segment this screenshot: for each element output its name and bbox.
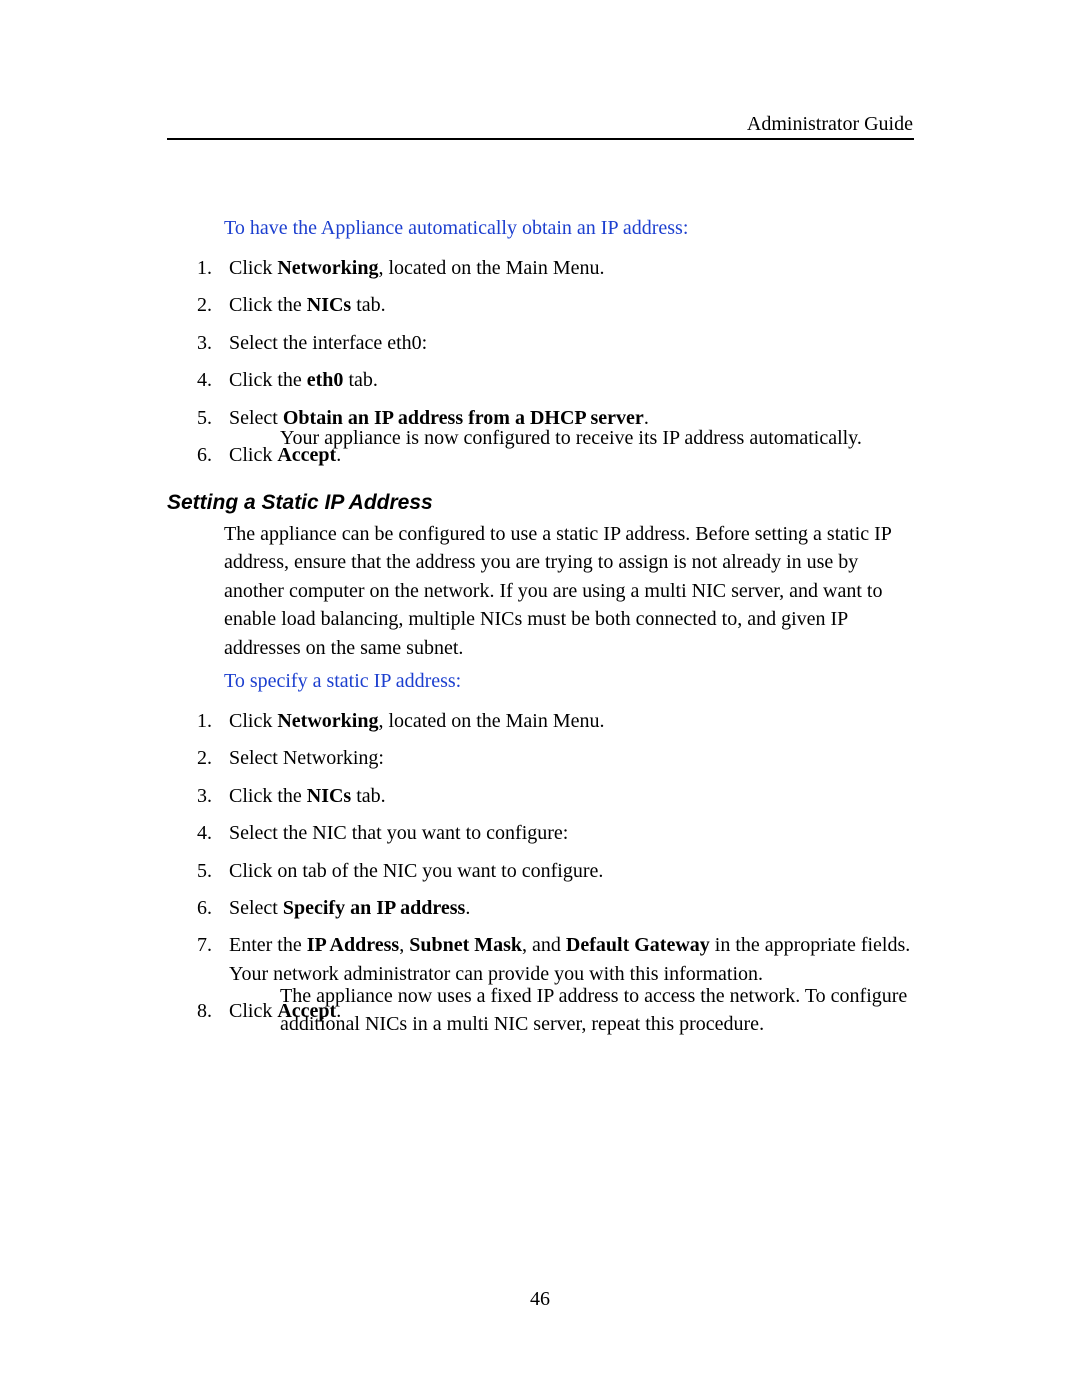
list-item: 1. Click Networking, located on the Main … bbox=[167, 254, 914, 282]
list-item: 4. Click the eth0 tab. bbox=[167, 366, 914, 394]
list-item: 2. Select Networking: bbox=[167, 744, 914, 772]
page-number: 46 bbox=[0, 1288, 1080, 1311]
list-item: 1. Click Networking, located on the Main … bbox=[167, 707, 914, 735]
list-text: Select Specify an IP address. bbox=[229, 897, 470, 919]
list-number: 3. bbox=[197, 782, 212, 810]
section-intro-static: The appliance can be configured to use a… bbox=[224, 520, 914, 662]
procedure-result-static: The appliance now uses a fixed IP addres… bbox=[280, 982, 914, 1039]
list-item: 2. Click the NICs tab. bbox=[167, 291, 914, 319]
list-text: Click Networking, located on the Main Me… bbox=[229, 257, 605, 279]
list-text: Click the NICs tab. bbox=[229, 785, 386, 807]
list-number: 5. bbox=[197, 857, 212, 885]
list-number: 1. bbox=[197, 707, 212, 735]
list-number: 4. bbox=[197, 819, 212, 847]
list-item: 4. Select the NIC that you want to config… bbox=[167, 819, 914, 847]
list-item: 7. Enter the IP Address, Subnet Mask, and… bbox=[167, 931, 914, 988]
list-text: Select Networking: bbox=[229, 747, 384, 769]
list-text: Click Networking, located on the Main Me… bbox=[229, 710, 605, 732]
list-item: 3. Click the NICs tab. bbox=[167, 782, 914, 810]
list-text: Click the NICs tab. bbox=[229, 294, 386, 316]
list-item: 5. Click on tab of the NIC you want to co… bbox=[167, 857, 914, 885]
page: Administrator Guide To have the Applianc… bbox=[0, 0, 1080, 1397]
list-text: Select the NIC that you want to configur… bbox=[229, 822, 568, 844]
list-text: Click the eth0 tab. bbox=[229, 369, 378, 391]
list-item: 3. Select the interface eth0: bbox=[167, 329, 914, 357]
procedure-heading-dhcp: To have the Appliance automatically obta… bbox=[224, 214, 914, 242]
list-text: Select the interface eth0: bbox=[229, 332, 427, 354]
list-number: 6. bbox=[197, 894, 212, 922]
list-number: 1. bbox=[197, 254, 212, 282]
list-item: 6. Select Specify an IP address. bbox=[167, 894, 914, 922]
list-text: Enter the IP Address, Subnet Mask, and D… bbox=[229, 934, 910, 984]
section-title-static: Setting a Static IP Address bbox=[167, 491, 914, 515]
procedure-result-dhcp: Your appliance is now configured to rece… bbox=[280, 424, 914, 452]
list-number: 4. bbox=[197, 366, 212, 394]
list-number: 7. bbox=[197, 931, 212, 959]
list-number: 3. bbox=[197, 329, 212, 357]
procedure-steps-static: 1. Click Networking, located on the Main … bbox=[167, 707, 914, 1026]
procedure-heading-static: To specify a static IP address: bbox=[224, 667, 914, 695]
header-right: Administrator Guide bbox=[747, 113, 913, 136]
header-rule bbox=[167, 138, 914, 140]
list-number: 2. bbox=[197, 291, 212, 319]
list-text: Click on tab of the NIC you want to conf… bbox=[229, 860, 603, 882]
list-number: 2. bbox=[197, 744, 212, 772]
